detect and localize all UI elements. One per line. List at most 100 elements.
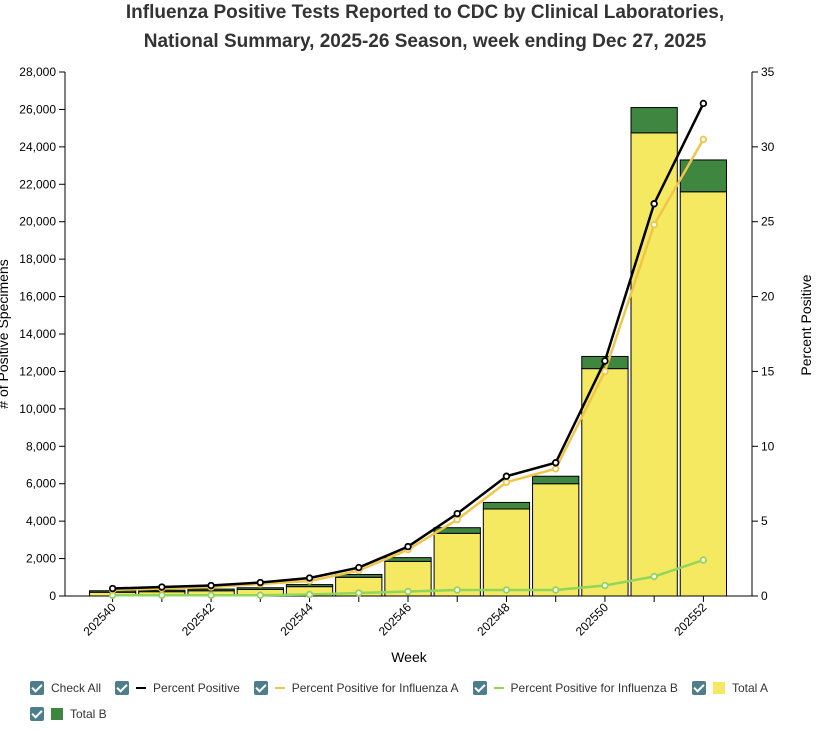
point [502,586,511,594]
bar [482,508,531,597]
point [699,556,708,564]
bar [532,475,580,485]
y-tick-label: 22,000 [19,177,56,191]
point [207,581,215,590]
point [502,478,511,486]
point [305,574,314,582]
point [650,221,658,229]
legend-item[interactable]: Percent Positive for Influenza B [472,678,678,698]
legend-label: Percent Positive for Influenza A [291,681,459,695]
point [453,515,461,524]
y2-axis-title: Percent Positive [798,274,814,375]
point [551,459,560,467]
y2-tick-label: 25 [761,215,775,229]
point [158,591,166,599]
point [601,581,609,590]
legend-symbol [51,708,63,720]
y-axis-title: # of Positive Specimens [0,259,11,408]
bar [285,584,334,588]
point [699,135,708,144]
x-axis-title: Week [391,649,428,665]
point [256,591,265,599]
y2-tick-label: 30 [761,140,775,154]
legend-item[interactable]: Check All [30,678,101,698]
y-tick-label: 2,000 [26,552,56,566]
legend-symbol [136,687,147,689]
legend-symbol [493,687,504,689]
checkbox[interactable] [691,681,706,695]
y2-tick-label: 5 [761,514,768,528]
checkbox[interactable] [115,681,130,695]
point [355,589,363,597]
chart: Influenza Positive Tests Reported to CDC… [0,2,814,665]
point [404,542,412,551]
point [355,563,363,572]
y-tick-label: 18,000 [19,252,56,266]
bar [482,501,531,510]
point [453,586,461,594]
legend-label: Percent Positive for Influenza B [510,681,678,695]
legend-item[interactable]: Percent Positive for Influenza A [253,678,459,698]
checkbox[interactable] [30,681,44,695]
legend: Check All Percent Positive Percent Positiv… [30,678,810,730]
point [650,200,658,208]
x-tick-label: 202542 [179,600,217,638]
legend-item[interactable]: Percent Positive [115,678,240,698]
y-tick-label: 16,000 [19,290,56,304]
legend-symbol [712,682,725,694]
chart-title: National Summary, 2025-26 Season, week e… [144,31,707,52]
y-tick-label: 14,000 [19,327,56,341]
y2-tick-label: 0 [761,589,768,603]
point [601,357,609,365]
y2-tick-label: 10 [761,439,775,453]
y-tick-label: 20,000 [19,215,56,229]
y-tick-label: 8,000 [26,439,56,453]
point [256,578,265,587]
point [650,572,658,581]
bar [236,587,284,590]
y-tick-label: 4,000 [26,514,56,528]
x-tick-label: 202548 [474,600,512,638]
y-tick-label: 6,000 [26,477,56,491]
checkbox[interactable] [30,707,44,721]
chart-title: Influenza Positive Tests Reported to CDC… [126,2,724,23]
legend-label: Check All [51,681,102,695]
y2-tick-label: 20 [761,290,775,304]
legend-label: Percent Positive [153,681,240,695]
point [502,472,511,480]
checkbox[interactable] [472,681,487,695]
bar [679,191,728,597]
x-tick-label: 202552 [671,600,709,638]
point [551,586,560,594]
bar [679,159,728,193]
x-tick-label: 202540 [81,600,119,638]
checkbox[interactable] [253,681,268,695]
bar [433,532,481,597]
legend-label: Total A [731,681,768,695]
bar [630,107,678,134]
legend-symbol [274,687,285,689]
y-tick-label: 28,000 [19,65,56,79]
y2-tick-label: 35 [761,65,775,79]
legend-item[interactable]: Total B [30,704,107,724]
point [305,590,314,599]
y-tick-label: 26,000 [19,102,56,116]
legend-label: Total B [70,707,107,721]
y-tick-label: 12,000 [19,364,56,378]
point [551,465,560,473]
point [108,584,117,593]
bar [581,368,629,597]
bar [630,132,678,597]
bar [384,557,432,562]
point [453,509,461,518]
legend-item[interactable]: Total A [691,678,768,698]
bar [532,483,580,597]
point [699,99,708,108]
y-tick-label: 10,000 [19,402,56,416]
x-tick-label: 202544 [277,600,315,638]
point [158,583,166,591]
point [404,587,412,596]
x-tick-label: 202546 [376,600,414,638]
x-tick-label: 202550 [573,600,611,638]
